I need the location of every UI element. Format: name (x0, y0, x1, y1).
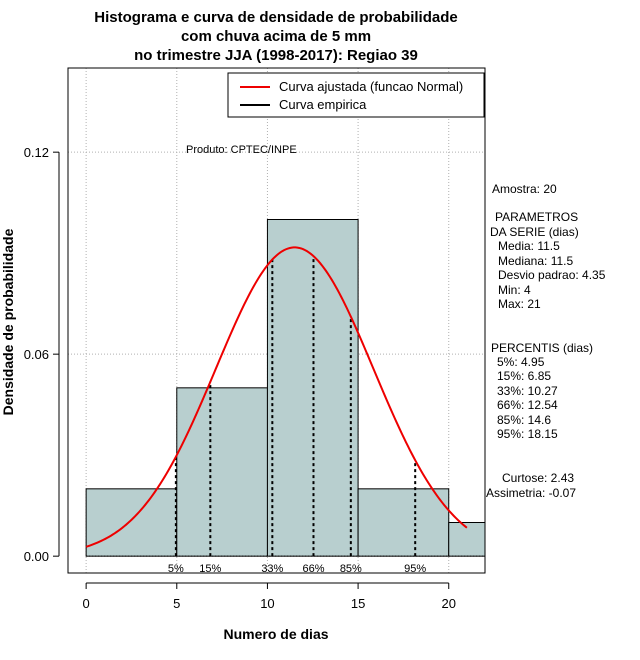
percentiles-title: PERCENTIS (dias) (491, 341, 593, 355)
x-tick-label-2: 10 (260, 596, 274, 611)
histogram-bar-1 (176, 387, 268, 557)
stat-min: Min: 4 (498, 283, 531, 297)
stat-max: Max: 21 (498, 297, 541, 311)
pct-95: 95%: 18.15 (497, 427, 558, 441)
histogram-bar-3 (357, 488, 450, 557)
percentile-label-5: 95% (404, 563, 426, 575)
pct-5: 5%: 4.95 (497, 355, 545, 369)
normal-curve-line (85, 246, 468, 548)
chart-title-line-3: no trimestre JJA (1998-2017): Regiao 39 (134, 47, 418, 64)
pct-15: 15%: 6.85 (497, 369, 551, 383)
stat-sd: Desvio padrao: 4.35 (498, 268, 606, 282)
x-tick-label-0: 0 (83, 596, 90, 611)
x-tick-label-3: 15 (351, 596, 365, 611)
axes: 0 5 10 15 20 0.00 0.06 0.12 (24, 67, 486, 611)
y-tick-label-1: 0.06 (24, 347, 49, 362)
y-axis-title: Densidade de probabilidade (0, 228, 16, 415)
kurtosis: Curtose: 2.43 (502, 471, 574, 485)
pct-66: 66%: 12.54 (497, 398, 558, 412)
percentile-label-2: 33% (261, 563, 283, 575)
histogram-bars (85, 219, 486, 557)
pct-33: 33%: 10.27 (497, 384, 558, 398)
legend: Curva ajustada (funcao Normal) Curva emp… (227, 72, 485, 118)
product-annotation: Produto: CPTEC/INPE (186, 144, 297, 156)
curves (85, 246, 468, 548)
legend-box (227, 72, 485, 118)
parameters-subtitle: DA SERIE (dias) (490, 225, 579, 239)
parameters-title: PARAMETROS (495, 210, 578, 224)
x-axis-title: Numero de dias (223, 626, 328, 642)
percentile-label-4: 85% (340, 563, 362, 575)
legend-label-normal: Curva ajustada (funcao Normal) (279, 79, 463, 94)
stat-mean: Media: 11.5 (498, 239, 560, 253)
percentile-lines: 5% 15% 33% 66% 85% 95% (168, 256, 426, 575)
skewness: Assimetria: -0.07 (486, 486, 576, 500)
percentile-label-0: 5% (168, 563, 184, 575)
x-tick-label-1: 5 (173, 596, 180, 611)
percentile-label-3: 66% (302, 563, 324, 575)
chart-title-line-2: com chuva acima de 5 mm (181, 28, 371, 45)
chart-title-line-1: Histograma e curva de densidade de proba… (94, 9, 457, 26)
y-tick-label-2: 0.12 (24, 145, 49, 160)
x-tick-label-4: 20 (442, 596, 456, 611)
histogram-bar-0 (85, 488, 178, 557)
plot-frame (67, 67, 486, 574)
statistics-panel: Amostra: 20 PARAMETROS DA SERIE (dias) M… (486, 182, 606, 500)
legend-label-empirical: Curva empirica (279, 97, 367, 112)
pct-85: 85%: 14.6 (497, 413, 551, 427)
y-tick-label-0: 0.00 (24, 549, 49, 564)
percentile-label-1: 15% (199, 563, 221, 575)
sample-size: Amostra: 20 (492, 182, 557, 196)
stat-median: Mediana: 11.5 (498, 254, 573, 268)
